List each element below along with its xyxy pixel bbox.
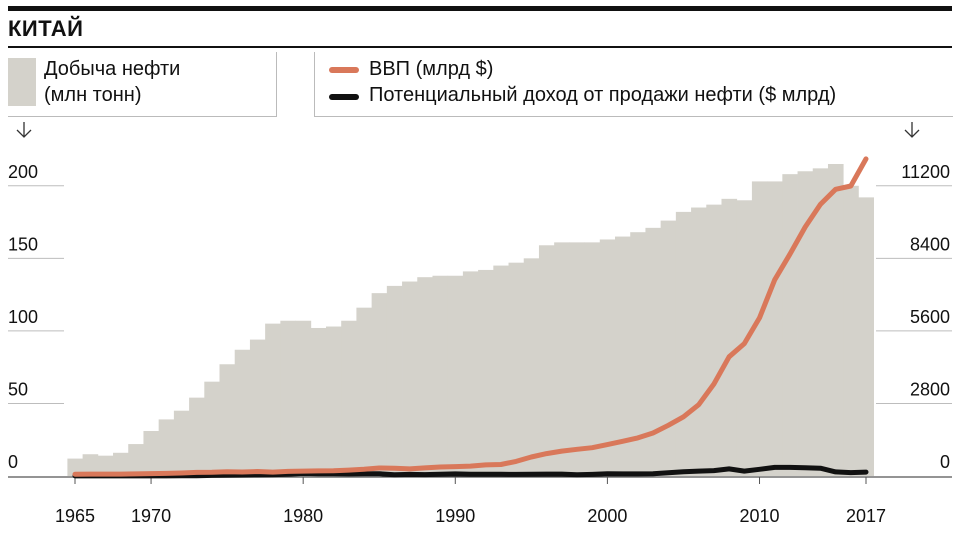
bar-2010 bbox=[751, 181, 768, 476]
x-tick-label-1970: 1970 bbox=[131, 506, 171, 526]
x-tick-label-2000: 2000 bbox=[587, 506, 627, 526]
left-tick-label-200: 200 bbox=[8, 162, 38, 182]
bar-1975 bbox=[219, 364, 236, 476]
bar-2007 bbox=[706, 204, 722, 476]
bar-1995 bbox=[523, 258, 540, 476]
gdp-swatch bbox=[329, 67, 359, 73]
gdp-line bbox=[72, 156, 869, 477]
bar-2016 bbox=[843, 185, 859, 476]
bar-1998 bbox=[569, 242, 585, 476]
bar-2003 bbox=[645, 227, 662, 476]
bar-1966 bbox=[82, 454, 99, 476]
bar-1992 bbox=[478, 269, 494, 476]
legend-bars-label-1: Добыча нефти bbox=[44, 58, 181, 80]
left-tick-label-50: 50 bbox=[8, 379, 28, 399]
left-tick-label-100: 100 bbox=[8, 307, 38, 327]
bar-1978 bbox=[265, 323, 281, 476]
bar-1970 bbox=[143, 431, 160, 476]
bar-1980 bbox=[295, 320, 312, 476]
axis-arrows bbox=[16, 122, 920, 138]
bar-1971 bbox=[158, 419, 175, 476]
bar-1976 bbox=[234, 349, 251, 476]
bar-1981 bbox=[310, 327, 327, 476]
bar-1977 bbox=[249, 339, 266, 476]
left-axis-arrow bbox=[16, 122, 32, 138]
bar-2011 bbox=[767, 181, 783, 476]
x-tick-label-2010: 2010 bbox=[739, 506, 779, 526]
bar-1990 bbox=[447, 275, 464, 476]
x-tick-label-2017: 2017 bbox=[846, 506, 886, 526]
bar-1965 bbox=[67, 458, 83, 476]
legend-lines: ВВП (млрд $) Потенциальный доход от прод… bbox=[314, 52, 953, 117]
legend-bars: Добыча нефти (млн тонн) bbox=[8, 52, 277, 117]
bar-1985 bbox=[371, 293, 388, 476]
x-tick-label-1980: 1980 bbox=[283, 506, 323, 526]
legend-income-label: Потенциальный доход от продажи нефти ($ … bbox=[369, 84, 837, 106]
bar-1993 bbox=[493, 265, 509, 476]
bar-1979 bbox=[280, 320, 296, 476]
bar-2017 bbox=[858, 197, 874, 476]
right-tick-label-2800: 2800 bbox=[910, 379, 950, 399]
bars-swatch bbox=[8, 58, 36, 106]
top-bar bbox=[8, 6, 952, 11]
left-tick-label-0: 0 bbox=[8, 452, 18, 472]
bar-1987 bbox=[402, 281, 418, 476]
bar-2000 bbox=[599, 239, 616, 476]
bar-2009 bbox=[736, 200, 753, 476]
bar-1988 bbox=[417, 277, 433, 476]
legend-bars-label-2: (млн тонн) bbox=[44, 84, 142, 106]
right-tick-label-8400: 8400 bbox=[910, 234, 950, 254]
bar-1969 bbox=[128, 444, 144, 476]
bar-1984 bbox=[356, 307, 373, 476]
bar-1982 bbox=[325, 326, 342, 476]
bar-1999 bbox=[584, 242, 601, 476]
right-axis-arrow bbox=[904, 122, 920, 138]
bar-1967 bbox=[97, 455, 114, 476]
income-swatch bbox=[329, 94, 359, 100]
bar-1986 bbox=[386, 285, 403, 476]
bar-2012 bbox=[782, 174, 798, 476]
right-tick-label-11200: 11200 bbox=[901, 162, 950, 182]
bar-2002 bbox=[630, 232, 646, 476]
bar-2008 bbox=[721, 198, 738, 476]
right-tick-label-5600: 5600 bbox=[910, 307, 950, 327]
bar-2001 bbox=[615, 236, 631, 476]
bar-2014 bbox=[812, 168, 829, 476]
right-tick-label-0: 0 bbox=[940, 452, 950, 472]
bar-1972 bbox=[173, 410, 190, 476]
bar-2015 bbox=[827, 164, 844, 476]
bar-2013 bbox=[797, 171, 814, 476]
bar-1989 bbox=[432, 275, 449, 476]
bar-2004 bbox=[660, 220, 677, 476]
title-rule bbox=[8, 46, 952, 48]
bar-1997 bbox=[554, 242, 570, 476]
bar-1991 bbox=[462, 271, 479, 476]
x-tick-label-1965: 1965 bbox=[55, 506, 95, 526]
bar-2005 bbox=[675, 211, 692, 476]
chart-title: КИТАЙ bbox=[8, 16, 84, 41]
left-tick-label-150: 150 bbox=[8, 234, 38, 254]
bar-2006 bbox=[691, 207, 707, 476]
bar-1974 bbox=[204, 381, 220, 476]
bar-1968 bbox=[113, 452, 129, 476]
income-line bbox=[72, 464, 869, 479]
bar-1973 bbox=[189, 397, 205, 476]
bars-series bbox=[67, 164, 874, 476]
bar-1994 bbox=[508, 262, 525, 476]
line-series bbox=[72, 156, 869, 479]
legend-gdp-label: ВВП (млрд $) bbox=[369, 58, 494, 80]
x-tick-label-1990: 1990 bbox=[435, 506, 475, 526]
bar-1983 bbox=[341, 320, 357, 476]
bar-1996 bbox=[538, 245, 555, 476]
